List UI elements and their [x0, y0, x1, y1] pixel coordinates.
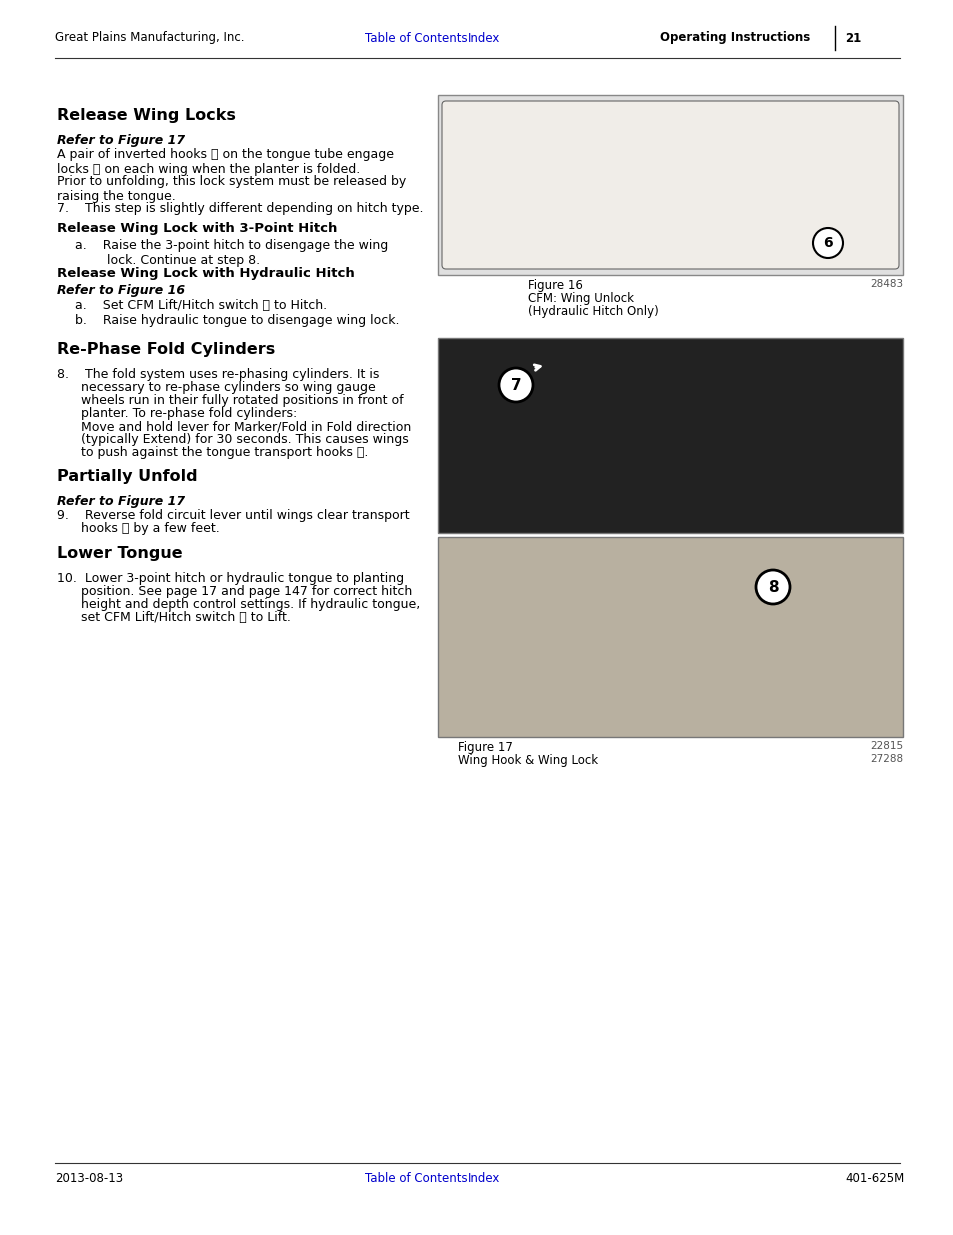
Text: Refer to Figure 17: Refer to Figure 17 — [57, 495, 185, 508]
Text: 27288: 27288 — [869, 755, 902, 764]
Text: Lower Tongue: Lower Tongue — [57, 546, 182, 561]
Text: a.    Raise the 3-point hitch to disengage the wing
        lock. Continue at st: a. Raise the 3-point hitch to disengage … — [75, 240, 388, 267]
Text: Table of Contents: Table of Contents — [365, 1172, 467, 1184]
Text: Index: Index — [468, 1172, 500, 1184]
Text: 8: 8 — [767, 579, 778, 594]
Text: 22815: 22815 — [869, 741, 902, 751]
Text: 401-625M: 401-625M — [844, 1172, 903, 1184]
Text: Table of Contents: Table of Contents — [365, 32, 467, 44]
Text: Move and hold lever for Marker/Fold in Fold direction: Move and hold lever for Marker/Fold in F… — [57, 420, 411, 433]
Text: CFM: Wing Unlock: CFM: Wing Unlock — [527, 291, 634, 305]
Text: hooks ⓶ by a few feet.: hooks ⓶ by a few feet. — [57, 522, 219, 535]
Text: Re-Phase Fold Cylinders: Re-Phase Fold Cylinders — [57, 342, 275, 357]
Text: 28483: 28483 — [869, 279, 902, 289]
Text: set CFM Lift/Hitch switch ⓝ to Lift.: set CFM Lift/Hitch switch ⓝ to Lift. — [57, 611, 291, 624]
Text: Figure 16: Figure 16 — [527, 279, 582, 291]
Text: 7.    This step is slightly different depending on hitch type.: 7. This step is slightly different depen… — [57, 203, 423, 215]
Text: (Hydraulic Hitch Only): (Hydraulic Hitch Only) — [527, 305, 659, 317]
FancyBboxPatch shape — [437, 338, 902, 534]
FancyBboxPatch shape — [437, 95, 902, 275]
Text: 21: 21 — [844, 32, 861, 44]
Text: 8.    The fold system uses re-phasing cylinders. It is: 8. The fold system uses re-phasing cylin… — [57, 368, 379, 382]
Text: necessary to re-phase cylinders so wing gauge: necessary to re-phase cylinders so wing … — [57, 382, 375, 394]
Text: Refer to Figure 17: Refer to Figure 17 — [57, 135, 185, 147]
Text: Partially Unfold: Partially Unfold — [57, 469, 197, 484]
Text: position. See page 17 and page 147 for correct hitch: position. See page 17 and page 147 for c… — [57, 585, 412, 598]
Text: height and depth control settings. If hydraulic tongue,: height and depth control settings. If hy… — [57, 598, 420, 611]
Text: (typically Extend) for 30 seconds. This causes wings: (typically Extend) for 30 seconds. This … — [57, 433, 408, 446]
Text: 9.    Reverse fold circuit lever until wings clear transport: 9. Reverse fold circuit lever until wing… — [57, 509, 409, 522]
Text: Release Wing Locks: Release Wing Locks — [57, 107, 235, 124]
Text: 7: 7 — [510, 378, 520, 393]
Text: Prior to unfolding, this lock system must be released by
raising the tongue.: Prior to unfolding, this lock system mus… — [57, 175, 406, 203]
Circle shape — [812, 228, 842, 258]
Text: Release Wing Lock with 3-Point Hitch: Release Wing Lock with 3-Point Hitch — [57, 222, 337, 235]
Text: Great Plains Manufacturing, Inc.: Great Plains Manufacturing, Inc. — [55, 32, 244, 44]
Circle shape — [498, 368, 533, 403]
Text: Refer to Figure 16: Refer to Figure 16 — [57, 284, 185, 296]
Text: Wing Hook & Wing Lock: Wing Hook & Wing Lock — [457, 755, 598, 767]
Text: A pair of inverted hooks ⓶ on the tongue tube engage
locks ⓷ on each wing when t: A pair of inverted hooks ⓶ on the tongue… — [57, 148, 394, 177]
Circle shape — [755, 571, 789, 604]
FancyBboxPatch shape — [437, 537, 902, 737]
Text: 2013-08-13: 2013-08-13 — [55, 1172, 123, 1184]
Text: 10.  Lower 3-point hitch or hydraulic tongue to planting: 10. Lower 3-point hitch or hydraulic ton… — [57, 572, 404, 585]
Text: planter. To re-phase fold cylinders:: planter. To re-phase fold cylinders: — [57, 408, 297, 420]
Text: wheels run in their fully rotated positions in front of: wheels run in their fully rotated positi… — [57, 394, 403, 408]
Text: b.    Raise hydraulic tongue to disengage wing lock.: b. Raise hydraulic tongue to disengage w… — [75, 314, 399, 327]
Text: to push against the tongue transport hooks ⓶.: to push against the tongue transport hoo… — [57, 446, 368, 459]
Text: Figure 17: Figure 17 — [457, 741, 513, 755]
Text: 6: 6 — [822, 236, 832, 249]
Text: Release Wing Lock with Hydraulic Hitch: Release Wing Lock with Hydraulic Hitch — [57, 267, 355, 280]
Text: a.    Set CFM Lift/Hitch switch ⓝ to Hitch.: a. Set CFM Lift/Hitch switch ⓝ to Hitch. — [75, 299, 327, 312]
Text: Operating Instructions: Operating Instructions — [659, 32, 809, 44]
FancyBboxPatch shape — [441, 101, 898, 269]
Text: Index: Index — [468, 32, 500, 44]
